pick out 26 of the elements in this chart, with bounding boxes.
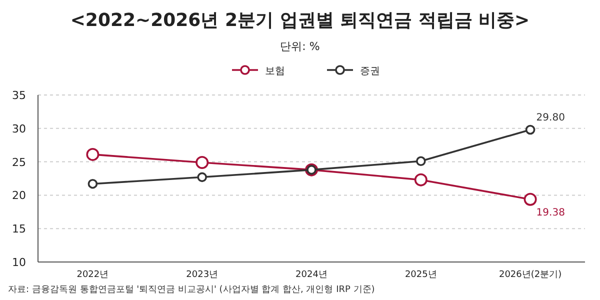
point — [524, 192, 537, 206]
point — [525, 124, 536, 135]
x-tick-label: 2026년(2분기) — [498, 270, 562, 280]
data-label: 19.38 — [536, 207, 565, 218]
x-tick-label: 2025년 — [404, 270, 437, 280]
text: 자료: 금융감독원 통합연금포털 '퇴직연금 비교공시' (사업자별 합계 합산, 개인형 IRP 기준) — [8, 285, 375, 295]
legend-label: 증권 — [360, 66, 380, 77]
x-tick-label: 2024년 — [296, 270, 328, 280]
point — [414, 173, 428, 186]
legend-label: 보험 — [265, 66, 285, 77]
x-tick-label: 2022년 — [76, 270, 109, 280]
point — [196, 156, 209, 169]
y-tick-label: 20 — [12, 189, 26, 202]
y-tick-label: 10 — [12, 256, 26, 269]
x-tick-label: 2023년 — [186, 270, 218, 280]
point — [86, 148, 100, 161]
point — [197, 172, 207, 182]
point — [88, 178, 98, 189]
data-label: 29.80 — [536, 112, 565, 124]
y-tick-label: 35 — [12, 89, 26, 102]
point — [416, 156, 426, 166]
y-tick-label: 15 — [12, 222, 26, 236]
chart-title: <2022~2026년 2분기 업권별 퇴직연금 적립금 비중> — [70, 10, 530, 31]
chart-subtitle: 단위: % — [280, 40, 320, 53]
y-tick-label: 25 — [12, 156, 26, 169]
y-tick-label: 30 — [12, 122, 26, 136]
